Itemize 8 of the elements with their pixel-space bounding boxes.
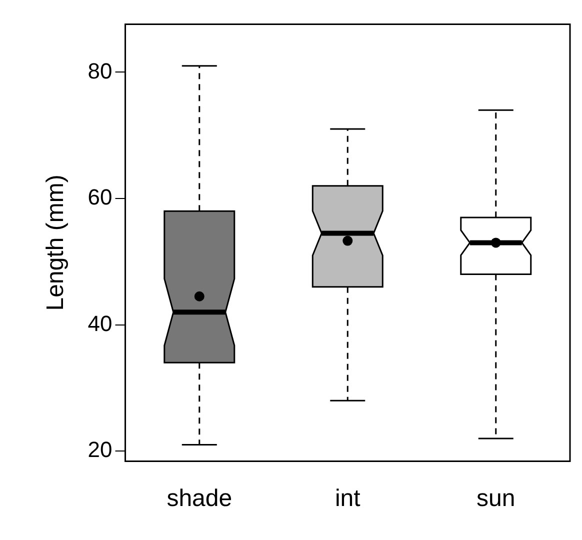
x-tick-label: sun [476, 485, 516, 512]
y-tick-label: 40 [88, 310, 112, 336]
y-tick-label: 80 [88, 58, 112, 84]
y-tick-label: 20 [88, 437, 112, 462]
x-tick-label: int [334, 485, 361, 512]
y-tick-label: 60 [88, 184, 112, 210]
y-axis-title: Length (mm) [42, 174, 70, 311]
x-tick-label: shade [166, 485, 232, 512]
